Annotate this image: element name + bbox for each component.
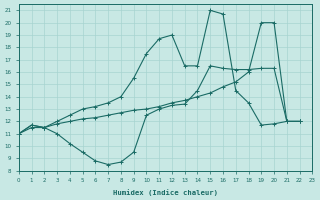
X-axis label: Humidex (Indice chaleur): Humidex (Indice chaleur): [113, 189, 218, 196]
